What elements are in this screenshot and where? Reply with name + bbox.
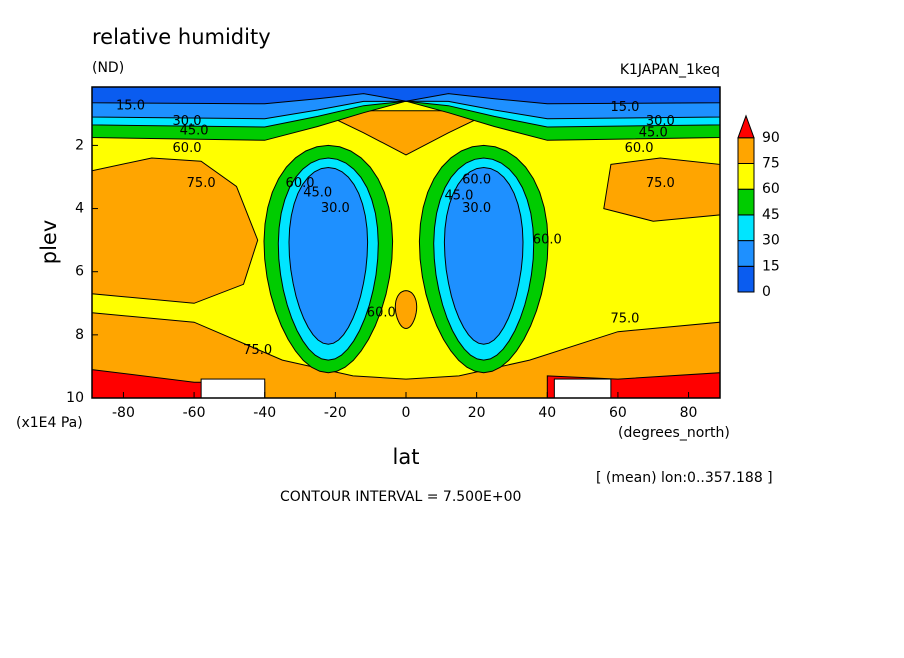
contour-label: 30.0 — [321, 201, 350, 216]
x-tick-label: 40 — [538, 405, 556, 421]
y-tick-label: 2 — [75, 137, 84, 153]
contour-note: CONTOUR INTERVAL = 7.500E+00 — [280, 489, 521, 505]
contour-label: 45.0 — [303, 185, 332, 200]
contour-label: 75.0 — [187, 176, 216, 191]
colorbar-box — [737, 137, 755, 165]
x-unit: (degrees_north) — [618, 425, 730, 441]
contour-label: 60.0 — [625, 141, 654, 156]
colorbar-label: 0 — [762, 284, 771, 300]
contour-region — [394, 290, 418, 330]
contour-label: 15.0 — [116, 98, 145, 113]
y-tick-label: 4 — [75, 201, 84, 217]
contour-label: 45.0 — [180, 124, 209, 139]
subtitle: (ND) — [92, 60, 124, 76]
colorbar-box — [737, 240, 755, 267]
contour-region — [91, 157, 259, 304]
contour-label: 15.0 — [611, 100, 640, 115]
x-tick-label: -20 — [324, 405, 347, 421]
ground-mask — [553, 378, 612, 399]
contour-label: 60.0 — [367, 305, 396, 320]
x-tick-label: 60 — [609, 405, 627, 421]
contour-label: 45.0 — [445, 188, 474, 203]
x-tick-label: 0 — [402, 405, 411, 421]
y-tick-label: 6 — [75, 264, 84, 280]
x-tick-label: 80 — [680, 405, 698, 421]
colorbar-label: 30 — [762, 233, 780, 249]
x-tick-label: -80 — [112, 405, 135, 421]
contour-label: 75.0 — [611, 312, 640, 327]
y-tick-label: 10 — [66, 390, 84, 406]
contour-label: 30.0 — [173, 114, 202, 129]
contour-region — [288, 166, 369, 345]
contour-label: 60.0 — [173, 141, 202, 156]
colorbar-box — [737, 214, 755, 242]
run-label: K1JAPAN_1keq — [620, 62, 720, 78]
colorbar-label: 60 — [762, 181, 780, 197]
contour-label: 30.0 — [462, 201, 491, 216]
x-tick-label: -40 — [253, 405, 276, 421]
x-tick-label: 20 — [468, 405, 486, 421]
contour-label: 60.0 — [533, 233, 562, 248]
ground-mask — [200, 378, 266, 399]
y-axis-title: plev — [37, 220, 61, 265]
x-tick-label: -60 — [183, 405, 206, 421]
chart-title: relative humidity — [92, 25, 271, 49]
colorbar-label: 75 — [762, 156, 780, 172]
contour-label: 75.0 — [243, 343, 272, 358]
colorbar-box — [737, 188, 755, 216]
contour-label: 60.0 — [286, 176, 315, 191]
contour-label: 75.0 — [646, 176, 675, 191]
contour-label: 60.0 — [462, 173, 491, 188]
contour-label: 45.0 — [639, 125, 668, 140]
colorbar-box — [737, 265, 755, 293]
y-unit: (x1E4 Pa) — [16, 415, 83, 431]
contour-label: 30.0 — [646, 114, 675, 129]
colorbar-label: 15 — [762, 258, 780, 274]
colorbar-label: 90 — [762, 130, 780, 146]
mean-note: [ (mean) lon:0..357.188 ] — [596, 470, 773, 486]
y-tick-label: 8 — [75, 327, 84, 343]
colorbar-label: 45 — [762, 207, 780, 223]
colorbar-arrow — [737, 114, 755, 139]
x-axis-title: lat — [393, 445, 420, 469]
contour-region — [443, 166, 524, 345]
colorbar-box — [737, 163, 755, 190]
